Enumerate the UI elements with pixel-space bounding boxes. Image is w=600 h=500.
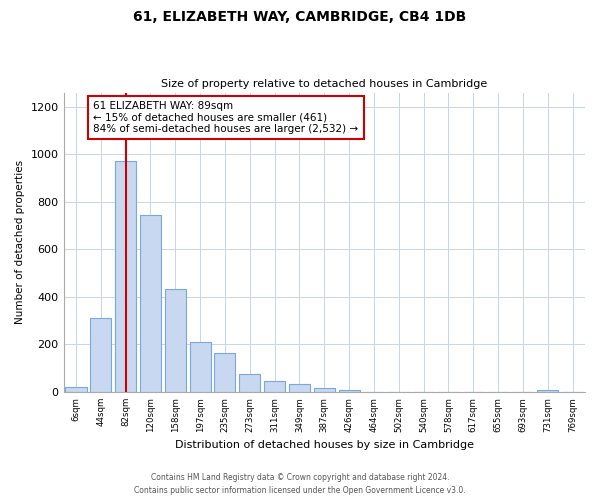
Title: Size of property relative to detached houses in Cambridge: Size of property relative to detached ho… bbox=[161, 79, 487, 89]
Bar bbox=[314, 388, 335, 392]
Bar bbox=[338, 390, 359, 392]
Text: 61 ELIZABETH WAY: 89sqm
← 15% of detached houses are smaller (461)
84% of semi-d: 61 ELIZABETH WAY: 89sqm ← 15% of detache… bbox=[94, 101, 358, 134]
Bar bbox=[140, 215, 161, 392]
Y-axis label: Number of detached properties: Number of detached properties bbox=[15, 160, 25, 324]
Bar bbox=[537, 390, 559, 392]
Bar bbox=[90, 318, 112, 392]
Bar bbox=[165, 288, 186, 392]
Text: Contains HM Land Registry data © Crown copyright and database right 2024.
Contai: Contains HM Land Registry data © Crown c… bbox=[134, 473, 466, 495]
Bar bbox=[239, 374, 260, 392]
Bar bbox=[190, 342, 211, 392]
Bar bbox=[289, 384, 310, 392]
Bar bbox=[214, 352, 235, 392]
Bar bbox=[264, 380, 285, 392]
X-axis label: Distribution of detached houses by size in Cambridge: Distribution of detached houses by size … bbox=[175, 440, 474, 450]
Bar bbox=[65, 387, 86, 392]
Bar bbox=[115, 162, 136, 392]
Text: 61, ELIZABETH WAY, CAMBRIDGE, CB4 1DB: 61, ELIZABETH WAY, CAMBRIDGE, CB4 1DB bbox=[133, 10, 467, 24]
